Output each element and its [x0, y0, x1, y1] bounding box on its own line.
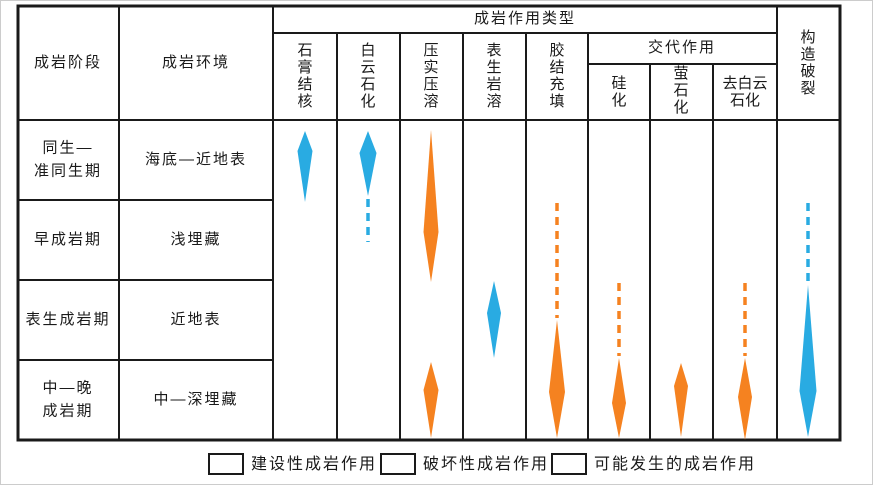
legend-box-destructive — [380, 453, 416, 475]
col-header-cementation: 胶结充填 — [549, 42, 565, 110]
row-stage-mid-late: 中—晚 成岩期 — [42, 379, 94, 420]
row-stage-syngenetic: 同生— 准同生期 — [33, 139, 103, 180]
legend-box-possible — [551, 453, 587, 475]
environment-column-header: 成岩环境 — [161, 53, 231, 71]
row-environment-deep-burial: 中—深埋藏 — [153, 390, 239, 408]
col-header-dolomitization: 白云石化 — [360, 42, 376, 110]
col-header-silicification: 硅化 — [611, 75, 627, 109]
spindle-mark — [487, 281, 501, 358]
spindle-mark — [423, 362, 439, 438]
col-header-compaction: 压实压溶 — [423, 42, 439, 110]
spindle-mark — [423, 130, 439, 282]
col-header-fluoritization: 萤石化 — [673, 65, 689, 116]
spindle-mark — [799, 285, 817, 437]
col-header-dedolomitization: 去白云 石化 — [722, 74, 768, 109]
row-stage-early-diagenesis: 早成岩期 — [33, 230, 103, 248]
legend-label-constructive: 建设性成岩作用 — [251, 456, 378, 473]
col-header-gypsum-nodule: 石膏结核 — [297, 42, 313, 110]
spindle-mark — [297, 131, 313, 202]
spindle-mark — [674, 363, 688, 437]
legend-label-destructive: 破坏性成岩作用 — [423, 456, 550, 473]
replacement-group-header: 交代作用 — [647, 38, 717, 56]
spindle-mark — [359, 131, 377, 196]
row-stage-supergene: 表生成岩期 — [25, 310, 111, 328]
row-environment-shallow: 浅埋藏 — [170, 230, 222, 248]
spindle-mark — [549, 320, 565, 438]
legend-box-constructive — [208, 453, 244, 475]
col-header-tectonic-fracture: 构造破裂 — [800, 29, 816, 97]
row-environment-seafloor: 海底—近地表 — [144, 150, 248, 168]
col-header-supergene-karst: 表生岩溶 — [486, 42, 502, 110]
spindle-mark — [612, 358, 626, 438]
legend-label-possible: 可能发生的成岩作用 — [594, 456, 757, 473]
row-environment-near-surface: 近地表 — [170, 310, 222, 328]
spindle-mark — [738, 358, 752, 440]
process-type-header: 成岩作用类型 — [473, 9, 577, 27]
stage-column-header: 成岩阶段 — [33, 53, 103, 71]
